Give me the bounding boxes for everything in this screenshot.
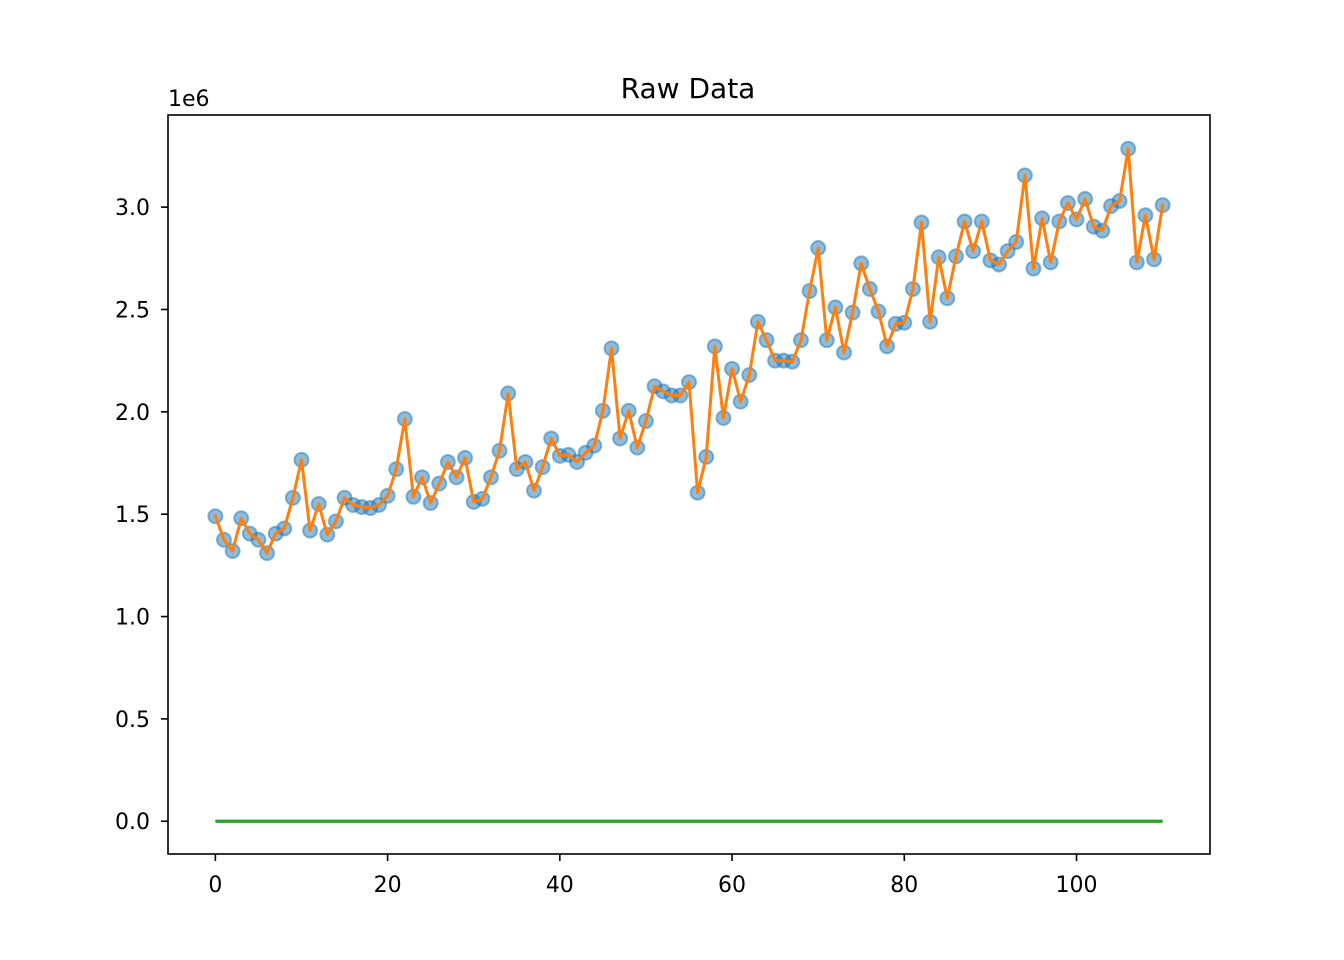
y-tick-label: 2.5 <box>115 298 150 323</box>
y-tick-label: 3.0 <box>115 196 150 221</box>
chart-title: Raw Data <box>621 72 756 105</box>
x-tick-label: 60 <box>718 873 746 898</box>
x-tick-label: 20 <box>374 873 402 898</box>
y-axis-offset-label: 1e6 <box>168 87 210 112</box>
x-tick-label: 0 <box>208 873 222 898</box>
x-tick-label: 100 <box>1056 873 1098 898</box>
axes-frame <box>167 114 1211 855</box>
y-tick-label: 1.0 <box>115 606 150 631</box>
y-axis: 0.0 0.5 1.0 1.5 2.0 2.5 3.0 <box>115 196 168 835</box>
y-tick-label: 1.5 <box>115 503 150 528</box>
y-tick-label: 0.5 <box>115 708 150 733</box>
data-series-line <box>213 147 1165 555</box>
x-tick-label: 40 <box>546 873 574 898</box>
x-axis: 0 20 40 60 80 100 <box>208 854 1098 898</box>
x-tick-label: 80 <box>890 873 918 898</box>
y-tick-label: 0.0 <box>115 810 150 835</box>
y-tick-label: 2.0 <box>115 401 150 426</box>
plot-area <box>207 140 1171 823</box>
